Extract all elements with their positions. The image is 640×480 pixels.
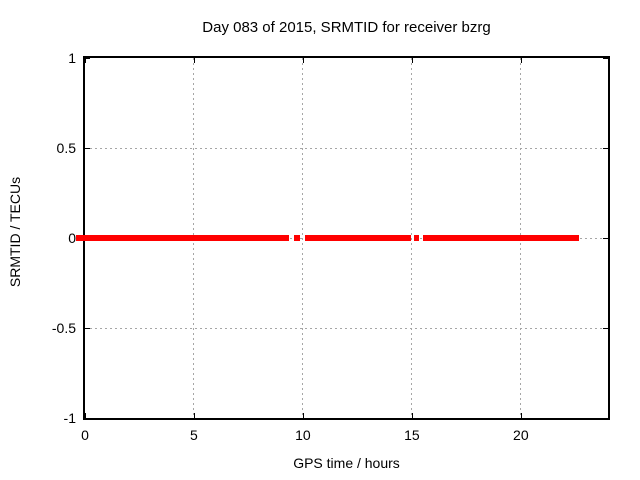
- y-tick-mark: [85, 148, 90, 149]
- x-tick-label: 0: [81, 427, 89, 443]
- y-tick-mark-mirror: [603, 148, 608, 149]
- x-tick-mark-mirror: [520, 58, 522, 63]
- y-tick-label: 0: [68, 230, 76, 246]
- x-tick-mark: [85, 413, 86, 418]
- x-tick-mark: [411, 413, 413, 418]
- y-tick-label: 0.5: [56, 140, 76, 156]
- data-segment: [305, 235, 411, 241]
- x-tick-label: 5: [190, 427, 198, 443]
- y-tick-mark: [85, 58, 90, 59]
- x-axis-label: GPS time / hours: [293, 455, 400, 471]
- y-tick-mark: [85, 328, 90, 329]
- x-tick-label: 20: [513, 427, 529, 443]
- x-tick-mark-mirror: [411, 58, 413, 63]
- x-tick-label: 15: [404, 427, 420, 443]
- y-tick-mark-mirror: [603, 328, 608, 329]
- y-tick-mark-mirror: [603, 418, 608, 419]
- x-tick-mark: [193, 413, 195, 418]
- x-tick-mark-mirror: [85, 58, 86, 63]
- data-segment: [422, 235, 579, 241]
- y-tick-label: -1: [63, 410, 76, 426]
- y-tick-label: -0.5: [51, 320, 76, 336]
- data-segment: [76, 235, 289, 241]
- y-gridline: [85, 147, 608, 149]
- x-tick-label: 10: [295, 427, 311, 443]
- y-tick-mark-mirror: [603, 238, 608, 239]
- y-tick-mark-mirror: [603, 58, 608, 59]
- plot-area: [76, 56, 610, 420]
- chart-title: Day 083 of 2015, SRMTID for receiver bzr…: [202, 19, 491, 36]
- y-tick-mark: [85, 418, 90, 419]
- y-gridline: [85, 327, 608, 329]
- x-tick-mark: [520, 413, 522, 418]
- x-tick-mark-mirror: [193, 58, 195, 63]
- y-tick-label: 1: [68, 50, 76, 66]
- x-tick-mark-mirror: [302, 58, 304, 63]
- data-segment: [414, 235, 420, 241]
- x-tick-mark: [302, 413, 304, 418]
- data-segment: [294, 235, 300, 241]
